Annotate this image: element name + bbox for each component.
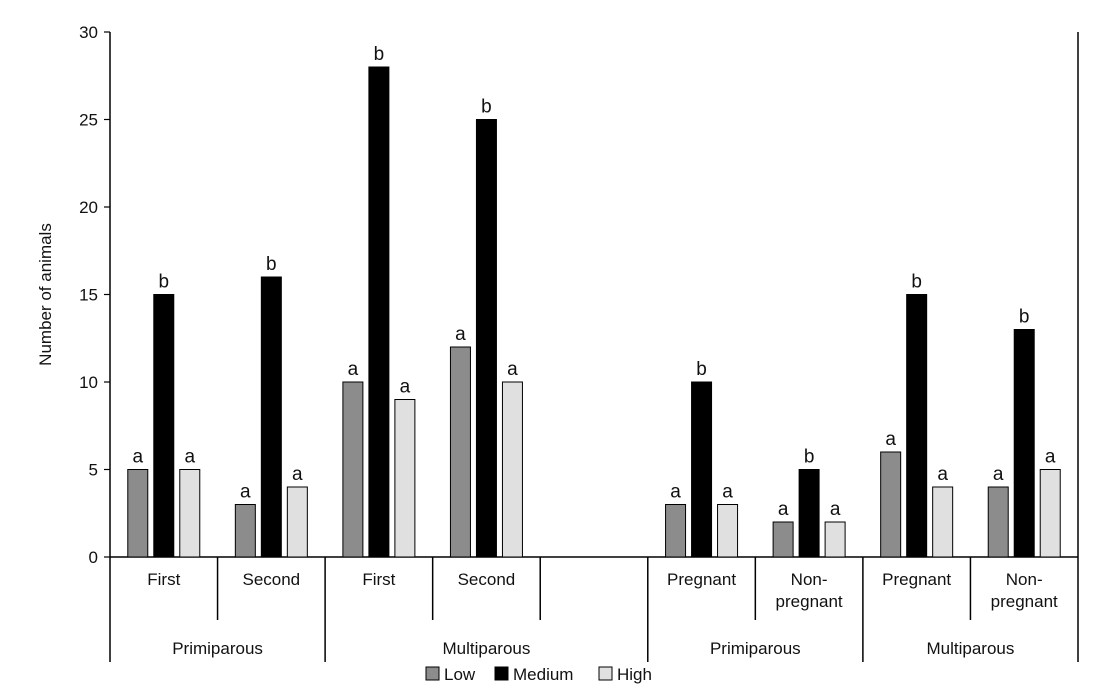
- bar-high: [179, 469, 201, 558]
- bar-high: [1039, 469, 1061, 558]
- bar-low: [449, 346, 471, 558]
- x-group-label: Multiparous: [927, 639, 1015, 658]
- significance-letter: b: [696, 359, 707, 380]
- bar-medium: [475, 119, 497, 558]
- x-group-label: Primiparous: [710, 639, 801, 658]
- significance-letter: a: [400, 377, 411, 398]
- significance-letter: a: [885, 429, 896, 450]
- bar-high: [824, 521, 846, 558]
- significance-letter: a: [507, 359, 518, 380]
- y-tick-label: 5: [89, 461, 98, 480]
- y-tick-label: 25: [79, 111, 98, 130]
- x-sub-label: First: [362, 570, 395, 589]
- bar-high: [501, 381, 523, 558]
- bar-high: [717, 504, 739, 558]
- legend-label-high: High: [617, 665, 652, 684]
- significance-letter: a: [993, 464, 1004, 485]
- y-tick-label: 30: [79, 23, 98, 42]
- bar-low: [665, 504, 687, 558]
- y-axis-label: Number of animals: [36, 223, 55, 366]
- legend-label-medium: Medium: [513, 665, 573, 684]
- legend-swatch-low: [425, 666, 440, 681]
- bar-medium: [153, 294, 175, 558]
- x-sub-label: Second: [242, 570, 300, 589]
- bar-medium: [368, 66, 390, 558]
- significance-letter: b: [374, 44, 385, 65]
- bar-low: [880, 451, 902, 558]
- y-tick-label: 0: [89, 548, 98, 567]
- bar-high: [286, 486, 308, 558]
- x-sub-label: Pregnant: [667, 570, 736, 589]
- significance-letter: a: [455, 324, 466, 345]
- x-sub-label: Non-: [791, 570, 828, 589]
- bar-low: [772, 521, 794, 558]
- y-tick-label: 15: [79, 286, 98, 305]
- significance-letter: a: [348, 359, 359, 380]
- x-sub-label: pregnant: [991, 592, 1058, 611]
- significance-letter: a: [722, 482, 733, 503]
- x-sub-label: Non-: [1006, 570, 1043, 589]
- significance-letter: a: [1045, 447, 1056, 468]
- y-tick-label: 20: [79, 198, 98, 217]
- bar-low: [342, 381, 364, 558]
- bar-low: [987, 486, 1009, 558]
- x-group-label: Primiparous: [172, 639, 263, 658]
- significance-letter: b: [266, 254, 277, 275]
- bar-medium: [798, 469, 820, 558]
- significance-letter: a: [670, 482, 681, 503]
- significance-letter: a: [778, 499, 789, 520]
- significance-letter: b: [804, 447, 815, 468]
- significance-letter: a: [184, 447, 195, 468]
- bar-medium: [691, 381, 713, 558]
- x-sub-label: pregnant: [776, 592, 843, 611]
- x-sub-label: First: [147, 570, 180, 589]
- legend-label-low: Low: [444, 665, 476, 684]
- legend-swatch-high: [598, 666, 613, 681]
- y-tick-label: 10: [79, 373, 98, 392]
- x-sub-label: Pregnant: [882, 570, 951, 589]
- significance-letter: b: [481, 97, 492, 118]
- significance-letter: b: [158, 272, 169, 293]
- significance-letter: a: [937, 464, 948, 485]
- bar-high: [932, 486, 954, 558]
- significance-letter: a: [132, 447, 143, 468]
- bar-low: [234, 504, 256, 558]
- significance-letter: a: [830, 499, 841, 520]
- bar-medium: [1013, 329, 1035, 558]
- significance-letter: a: [292, 464, 303, 485]
- legend-swatch-medium: [494, 666, 509, 681]
- bar-medium: [906, 294, 928, 558]
- x-sub-label: Second: [458, 570, 516, 589]
- significance-letter: b: [1019, 307, 1030, 328]
- x-group-label: Multiparous: [443, 639, 531, 658]
- bar-low: [127, 469, 149, 558]
- significance-letter: a: [240, 482, 251, 503]
- bar-high: [394, 399, 416, 558]
- bar-medium: [260, 276, 282, 558]
- significance-letter: b: [911, 272, 922, 293]
